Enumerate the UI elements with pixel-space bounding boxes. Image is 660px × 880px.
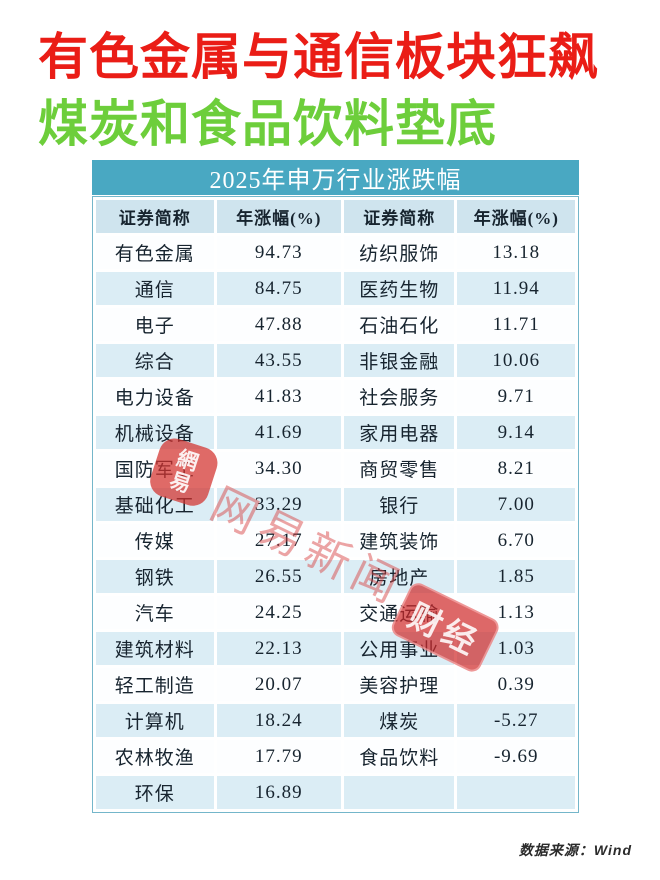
- table-row: 农林牧渔 17.79 食品饮料 -9.69: [96, 740, 575, 773]
- data-source-label: 数据来源：Wind: [518, 842, 632, 858]
- industry-change: 17.79: [216, 740, 342, 773]
- industry-change: 41.69: [216, 416, 342, 449]
- industry-name: 纺织服饰: [344, 236, 455, 269]
- col-header-change-right: 年涨幅(%): [457, 200, 575, 233]
- table-row: 传媒 27.17 建筑装饰 6.70: [96, 524, 575, 557]
- industry-change: 41.83: [216, 380, 342, 413]
- industry-change: 33.29: [216, 488, 342, 521]
- industry-name: 银行: [344, 488, 455, 521]
- industry-change: 11.94: [457, 272, 575, 305]
- industry-change: 6.70: [457, 524, 575, 557]
- industry-change: 16.89: [216, 776, 342, 809]
- industry-name: 有色金属: [96, 236, 214, 269]
- col-header-change-left: 年涨幅(%): [216, 200, 342, 233]
- industry-change: 1.13: [457, 596, 575, 629]
- industry-change: 27.17: [216, 524, 342, 557]
- headline-line-1: 有色金属与通信板块狂飙: [38, 29, 599, 85]
- industry-change: 1.85: [457, 560, 575, 593]
- industry-change: 8.21: [457, 452, 575, 485]
- industry-name: 房地产: [344, 560, 455, 593]
- industry-name: 食品饮料: [344, 740, 455, 773]
- industry-change: -9.69: [457, 740, 575, 773]
- industry-change: 43.55: [216, 344, 342, 377]
- industry-name: 国防军工: [96, 452, 214, 485]
- industry-name: 钢铁: [96, 560, 214, 593]
- industry-change: 47.88: [216, 308, 342, 341]
- industry-name: 汽车: [96, 596, 214, 629]
- industry-name: 建筑装饰: [344, 524, 455, 557]
- industry-change: 84.75: [216, 272, 342, 305]
- industry-change: 11.71: [457, 308, 575, 341]
- industry-name: 基础化工: [96, 488, 214, 521]
- industry-name: 电力设备: [96, 380, 214, 413]
- industry-name: 环保: [96, 776, 214, 809]
- industry-name: 电子: [96, 308, 214, 341]
- industry-change: 20.07: [216, 668, 342, 701]
- table-row: 电力设备 41.83 社会服务 9.71: [96, 380, 575, 413]
- table-row: 轻工制造 20.07 美容护理 0.39: [96, 668, 575, 701]
- table-row: 基础化工 33.29 银行 7.00: [96, 488, 575, 521]
- industry-name: 商贸零售: [344, 452, 455, 485]
- table-row: 环保 16.89: [96, 776, 575, 809]
- headline: 有色金属与通信板块狂飙 煤炭和食品饮料垫底: [38, 24, 638, 158]
- industry-change: -5.27: [457, 704, 575, 737]
- industry-change: 1.03: [457, 632, 575, 665]
- table-row: 电子 47.88 石油石化 11.71: [96, 308, 575, 341]
- table-row: 综合 43.55 非银金融 10.06: [96, 344, 575, 377]
- industry-change: 13.18: [457, 236, 575, 269]
- industry-name: 美容护理: [344, 668, 455, 701]
- industry-name: 轻工制造: [96, 668, 214, 701]
- table-row: 国防军工 34.30 商贸零售 8.21: [96, 452, 575, 485]
- industry-change: 0.39: [457, 668, 575, 701]
- table-row: 建筑材料 22.13 公用事业 1.03: [96, 632, 575, 665]
- industry-change: 18.24: [216, 704, 342, 737]
- industry-change: 22.13: [216, 632, 342, 665]
- table-row: 汽车 24.25 交通运输 1.13: [96, 596, 575, 629]
- industry-change: 9.14: [457, 416, 575, 449]
- industry-name: 家用电器: [344, 416, 455, 449]
- industry-change: 34.30: [216, 452, 342, 485]
- industry-change: 10.06: [457, 344, 575, 377]
- industry-name: 社会服务: [344, 380, 455, 413]
- table-title: 2025年申万行业涨跌幅: [92, 160, 579, 195]
- col-header-name-left: 证券简称: [96, 200, 214, 233]
- industry-name: 计算机: [96, 704, 214, 737]
- industry-name: 机械设备: [96, 416, 214, 449]
- table-row: 通信 84.75 医药生物 11.94: [96, 272, 575, 305]
- table-row: 计算机 18.24 煤炭 -5.27: [96, 704, 575, 737]
- industry-change: 9.71: [457, 380, 575, 413]
- industry-name: 传媒: [96, 524, 214, 557]
- industry-change-table: 证券简称 年涨幅(%) 证券简称 年涨幅(%) 有色金属 94.73 纺织服饰 …: [92, 196, 579, 813]
- table-row: 钢铁 26.55 房地产 1.85: [96, 560, 575, 593]
- industry-name: 石油石化: [344, 308, 455, 341]
- table-header-row: 证券简称 年涨幅(%) 证券简称 年涨幅(%): [96, 200, 575, 233]
- headline-line-2: 煤炭和食品饮料垫底: [38, 96, 497, 152]
- table-row: 有色金属 94.73 纺织服饰 13.18: [96, 236, 575, 269]
- industry-name: 通信: [96, 272, 214, 305]
- industry-name: 综合: [96, 344, 214, 377]
- industry-name: 煤炭: [344, 704, 455, 737]
- industry-name: 建筑材料: [96, 632, 214, 665]
- industry-change: 26.55: [216, 560, 342, 593]
- industry-name: 医药生物: [344, 272, 455, 305]
- col-header-name-right: 证券简称: [344, 200, 455, 233]
- industry-name: 交通运输: [344, 596, 455, 629]
- industry-change: 7.00: [457, 488, 575, 521]
- industry-name: [344, 776, 455, 809]
- industry-change: 94.73: [216, 236, 342, 269]
- industry-name: 公用事业: [344, 632, 455, 665]
- industry-name: 非银金融: [344, 344, 455, 377]
- industry-change: [457, 776, 575, 809]
- industry-name: 农林牧渔: [96, 740, 214, 773]
- industry-change: 24.25: [216, 596, 342, 629]
- table-row: 机械设备 41.69 家用电器 9.14: [96, 416, 575, 449]
- industry-table: 2025年申万行业涨跌幅 证券简称 年涨幅(%) 证券简称 年涨幅(%) 有色金…: [92, 160, 579, 813]
